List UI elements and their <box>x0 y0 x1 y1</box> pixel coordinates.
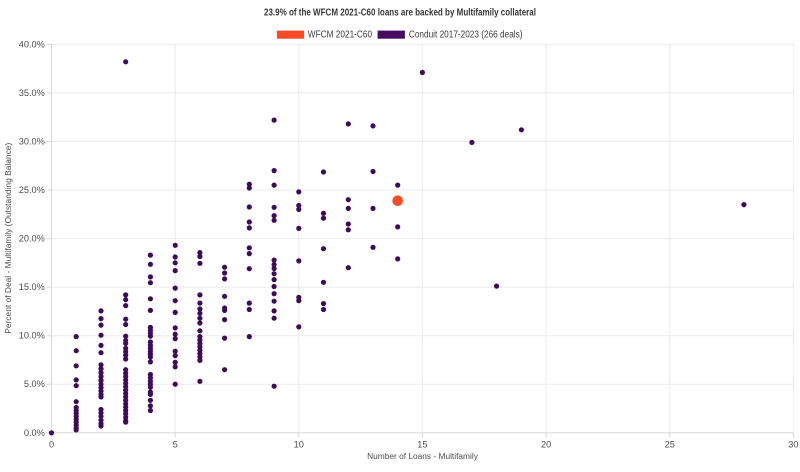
svg-text:Percent of Deal - Multifamily: Percent of Deal - Multifamily (Outstandi… <box>4 142 13 333</box>
svg-text:23.9% of the WFCM 2021-C60 loa: 23.9% of the WFCM 2021-C60 loans are bac… <box>264 8 536 19</box>
svg-text:15.0%: 15.0% <box>19 282 45 292</box>
svg-text:20.0%: 20.0% <box>19 234 45 244</box>
svg-text:40.0%: 40.0% <box>19 39 45 49</box>
svg-text:30: 30 <box>788 440 798 450</box>
svg-text:10: 10 <box>294 440 304 450</box>
svg-text:25: 25 <box>665 440 675 450</box>
svg-text:0.0%: 0.0% <box>24 428 45 438</box>
svg-text:10.0%: 10.0% <box>19 331 45 341</box>
svg-text:35.0%: 35.0% <box>19 88 45 98</box>
svg-text:25.0%: 25.0% <box>19 185 45 195</box>
svg-text:Number of Loans - Multifamily: Number of Loans - Multifamily <box>367 452 478 461</box>
svg-text:5.0%: 5.0% <box>24 379 45 389</box>
svg-text:30.0%: 30.0% <box>19 136 45 146</box>
svg-text:20: 20 <box>541 440 551 450</box>
svg-text:0: 0 <box>49 440 54 450</box>
svg-text:Conduit 2017-2023 (266 deals): Conduit 2017-2023 (266 deals) <box>409 29 523 40</box>
svg-text:WFCM 2021-C60: WFCM 2021-C60 <box>308 29 373 40</box>
svg-text:5: 5 <box>173 440 178 450</box>
svg-text:15: 15 <box>417 440 427 450</box>
